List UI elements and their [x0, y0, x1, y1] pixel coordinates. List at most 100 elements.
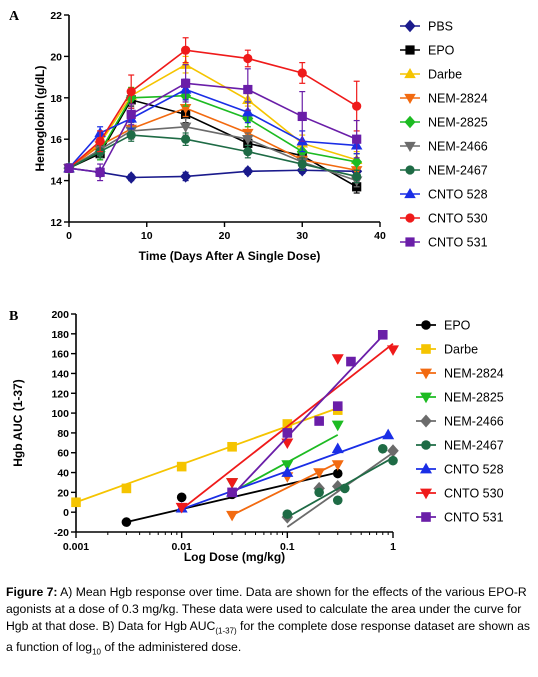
y-tick-label: 60 — [57, 448, 69, 460]
panel-a-label: A — [9, 9, 20, 24]
legend-label: CNTO 528 — [444, 463, 504, 477]
y-tick-label: 0 — [63, 507, 69, 519]
legend-marker — [405, 165, 415, 175]
data-point — [181, 78, 191, 88]
data-point — [297, 111, 307, 122]
legend-marker — [420, 462, 432, 474]
y-tick-label: 80 — [57, 428, 69, 440]
legend-label: EPO — [428, 44, 455, 58]
data-point — [297, 68, 307, 78]
data-point — [352, 134, 362, 144]
data-point — [281, 466, 294, 477]
data-point — [281, 460, 294, 471]
data-point — [346, 356, 356, 367]
data-point — [331, 354, 344, 365]
y-axis-title: Hgb AUC (1-37) — [11, 379, 25, 467]
data-point — [388, 455, 398, 466]
data-point — [387, 345, 399, 356]
caption-text-2: for the complete dose response dataset a… — [6, 619, 531, 655]
legend-marker — [420, 414, 432, 428]
data-point — [242, 165, 254, 178]
data-point — [181, 134, 191, 144]
series-cnto-531 — [227, 330, 388, 498]
legend-marker — [420, 368, 432, 380]
data-point — [243, 84, 253, 95]
legend-entry-cnto-528: CNTO 528 — [400, 188, 488, 202]
legend-marker — [405, 45, 415, 55]
data-point — [181, 45, 191, 55]
data-point — [352, 171, 362, 182]
panel-a-chart: A 12 14 16 18 20 22 0 10 20 30 40 Time (Days After A… — [9, 9, 488, 263]
data-point — [95, 167, 105, 177]
legend-label: CNTO 531 — [428, 236, 488, 250]
data-point — [121, 483, 132, 494]
legend-marker — [404, 19, 416, 33]
data-point — [297, 159, 307, 169]
legend-label: NEM-2467 — [428, 164, 488, 178]
x-axis-title: Time (Days After A Single Dose) — [139, 249, 321, 263]
data-point — [332, 495, 343, 506]
x-tick-label: 20 — [219, 230, 231, 242]
legend-entry-cnto-531: CNTO 531 — [416, 511, 504, 525]
legend-entry-pbs: PBS — [400, 20, 453, 34]
data-point — [351, 155, 363, 169]
x-tick-label: 10 — [141, 230, 153, 242]
data-point — [126, 130, 136, 140]
data-point — [387, 444, 399, 458]
legend-label: NEM-2824 — [428, 92, 488, 106]
legend-marker — [421, 440, 431, 450]
data-point — [175, 502, 188, 514]
data-point — [121, 517, 132, 527]
y-tick-label: 200 — [51, 309, 69, 321]
y-tick-label: 120 — [51, 388, 69, 400]
legend-entry-darbe: Darbe — [400, 68, 462, 82]
x-tick-label: 30 — [296, 230, 308, 242]
legend-label: CNTO 528 — [428, 188, 488, 202]
legend-marker — [421, 320, 431, 330]
legend-entry-nem-2825: NEM-2825 — [400, 116, 488, 130]
legend-label: NEM-2824 — [444, 367, 504, 381]
legend-entry-cnto-530: CNTO 530 — [416, 487, 504, 501]
y-tick-label: 160 — [51, 349, 69, 361]
legend-label: NEM-2825 — [444, 391, 504, 405]
y-tick-label: 180 — [51, 329, 69, 341]
data-point — [282, 419, 293, 429]
y-tick-label: 14 — [50, 176, 62, 188]
legend-marker — [404, 141, 416, 152]
legend-entry-cnto-531: CNTO 531 — [400, 236, 488, 250]
data-point — [226, 478, 239, 489]
data-point — [64, 163, 74, 173]
data-point — [313, 468, 326, 479]
legend-marker — [420, 488, 432, 500]
data-point — [282, 509, 293, 519]
legend-entry-nem-2466: NEM-2466 — [416, 415, 504, 429]
data-point — [176, 492, 187, 503]
data-point — [243, 147, 253, 157]
y-axis-title: Hemoglobin (g/dL) — [33, 66, 47, 172]
series-cnto-531 — [64, 64, 362, 182]
legend-marker — [404, 115, 416, 129]
legend-entry-nem-2824: NEM-2824 — [416, 367, 504, 381]
legend-marker — [405, 237, 415, 247]
legend-label: Darbe — [444, 343, 478, 357]
series-nem-2467 — [282, 443, 398, 519]
data-point — [282, 428, 293, 438]
data-point — [331, 420, 344, 432]
legend-label: CNTO 531 — [444, 511, 504, 525]
legend-entry-nem-2467: NEM-2467 — [416, 439, 504, 453]
legend-label: Darbe — [428, 68, 462, 82]
figure-caption: Figure 7: A) Mean Hgb response over time… — [6, 584, 534, 661]
data-point — [227, 441, 237, 452]
legend-label: NEM-2467 — [444, 439, 504, 453]
y-tick-label: -20 — [54, 527, 69, 539]
x-tick-label: 40 — [374, 230, 386, 242]
x-tick-label: 1 — [390, 541, 396, 553]
fit-line — [181, 343, 394, 510]
legend-entry-darbe: Darbe — [416, 343, 478, 357]
data-point — [242, 135, 254, 146]
y-tick-label: 12 — [50, 217, 62, 229]
legend-label: NEM-2466 — [428, 140, 488, 154]
x-tick-label: 0.1 — [280, 541, 295, 553]
x-tick-label: 0.001 — [63, 541, 89, 553]
